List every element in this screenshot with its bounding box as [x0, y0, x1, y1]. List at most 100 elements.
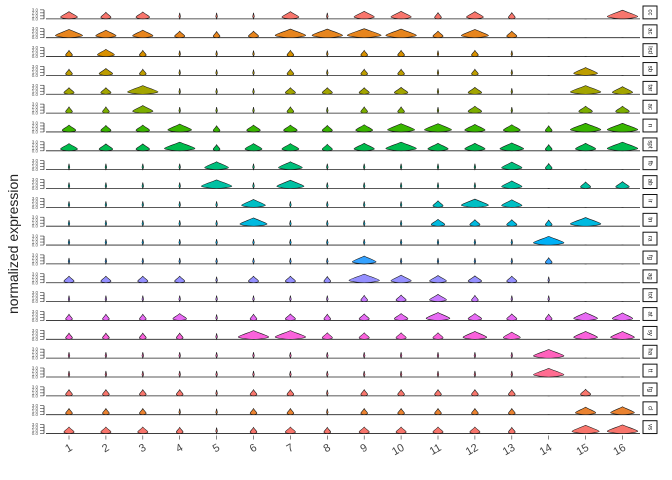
- violin-mark: [215, 88, 218, 96]
- violin-mark: [102, 388, 110, 397]
- violin-mark: [326, 201, 329, 209]
- violin-mark: [178, 257, 181, 265]
- violin-mark: [215, 69, 218, 77]
- violin-mark: [102, 106, 110, 114]
- violin-mark: [502, 331, 521, 340]
- y-tick-label: 3.0: [32, 45, 39, 50]
- y-tick-label: 3.0: [32, 196, 39, 201]
- violin-mark: [467, 275, 483, 284]
- violin-mark: [141, 201, 144, 209]
- y-tick-label: 0.0: [32, 148, 39, 153]
- violin-mark: [104, 163, 108, 171]
- y-tick-label: 3.0: [32, 290, 39, 295]
- violin-mark: [175, 332, 184, 340]
- violin-mark: [399, 201, 403, 209]
- violin-mark: [283, 124, 298, 133]
- violin-mark: [606, 122, 639, 133]
- violin-mark: [178, 370, 181, 378]
- violin-mark: [466, 11, 484, 20]
- gene-strip: [642, 307, 658, 321]
- violin-mark: [399, 220, 403, 228]
- violin-mark: [100, 11, 112, 20]
- y-tick-label: 2.0: [32, 218, 39, 223]
- y-tick-label: 2.0: [32, 86, 39, 91]
- violin-mark: [215, 389, 218, 397]
- violin-mark: [102, 313, 110, 321]
- y-tick-label: 1.0: [32, 126, 39, 131]
- gene-label: tt: [646, 369, 652, 373]
- violin-mark: [137, 275, 149, 284]
- y-tick-label: 0.0: [32, 318, 39, 323]
- violin-mark: [606, 424, 639, 434]
- violin-mark: [436, 50, 440, 58]
- x-tick-label: 1: [63, 442, 74, 455]
- gene-strip: [642, 325, 658, 340]
- violin-mark: [464, 123, 486, 133]
- violin-mark: [506, 30, 518, 39]
- violin-mark: [249, 407, 258, 416]
- violin-mark: [467, 86, 483, 95]
- violin-mark: [510, 295, 513, 303]
- y-tick-label: 0.0: [32, 393, 39, 398]
- gene-strip: [642, 344, 658, 359]
- violin-mark: [393, 313, 409, 321]
- violin-mark: [141, 163, 144, 171]
- violin-mark: [499, 142, 525, 152]
- violin-mark: [100, 124, 112, 133]
- violin-mark: [326, 352, 329, 360]
- violin-mark: [385, 28, 417, 39]
- violin-mark: [575, 142, 597, 152]
- violin-mark: [360, 49, 368, 57]
- violin-mark: [67, 295, 71, 303]
- violin-mark: [436, 370, 440, 378]
- y-tick-label: 1.0: [32, 258, 39, 263]
- violin-mark: [473, 238, 477, 246]
- x-tick-label: 12: [464, 442, 481, 459]
- y-tick-label: 1.0: [32, 353, 39, 358]
- y-tick-label: 2.0: [32, 180, 39, 185]
- violin-mark: [252, 69, 255, 77]
- violin-mark: [471, 388, 479, 397]
- gene-panel: 0.01.02.03.0 cc: [32, 5, 658, 21]
- gene-panel: 0.01.02.03.0 tot: [32, 288, 658, 304]
- violin-mark: [141, 370, 144, 378]
- violin-mark: [346, 28, 382, 39]
- violin-mark: [248, 30, 259, 39]
- violin-mark: [167, 123, 192, 133]
- violin-mark: [215, 238, 218, 246]
- violin-mark: [323, 313, 332, 321]
- gene-panel: 0.01.02.03.0 fg: [32, 382, 658, 398]
- violin-mark: [284, 87, 296, 95]
- violin-mark: [510, 257, 513, 265]
- violin-mark: [215, 107, 218, 115]
- violin-mark: [436, 107, 440, 115]
- violin-mark: [215, 220, 218, 228]
- violin-mark: [510, 107, 513, 115]
- violin-mark: [399, 352, 403, 360]
- violin-mark: [289, 220, 292, 228]
- y-tick-label: 2.0: [32, 350, 39, 355]
- gene-panel: 0.01.02.03.0 ac: [32, 99, 658, 116]
- violin-mark: [178, 220, 181, 228]
- gene-label: ag: [646, 273, 652, 280]
- violin-mark: [65, 332, 73, 340]
- violin-mark: [510, 352, 513, 360]
- violin-mark: [573, 67, 598, 76]
- y-tick-label: 3.0: [32, 252, 39, 257]
- violin-mark: [501, 199, 523, 208]
- violin-mark: [353, 10, 375, 20]
- violin-mark: [215, 12, 218, 20]
- gene-strip: [642, 80, 658, 95]
- violin-mark: [321, 124, 333, 133]
- y-tick-label: 2.0: [32, 199, 39, 204]
- gene-label: at: [646, 312, 652, 317]
- violin-mark: [473, 182, 477, 190]
- gene-label: cl: [646, 406, 652, 410]
- violin-mark: [462, 331, 488, 340]
- violin-mark: [178, 107, 181, 115]
- violin-mark: [215, 408, 218, 416]
- violin-mark: [102, 332, 110, 340]
- gene-strip: [642, 137, 658, 152]
- violin-mark: [135, 124, 150, 133]
- violin-mark: [249, 426, 258, 434]
